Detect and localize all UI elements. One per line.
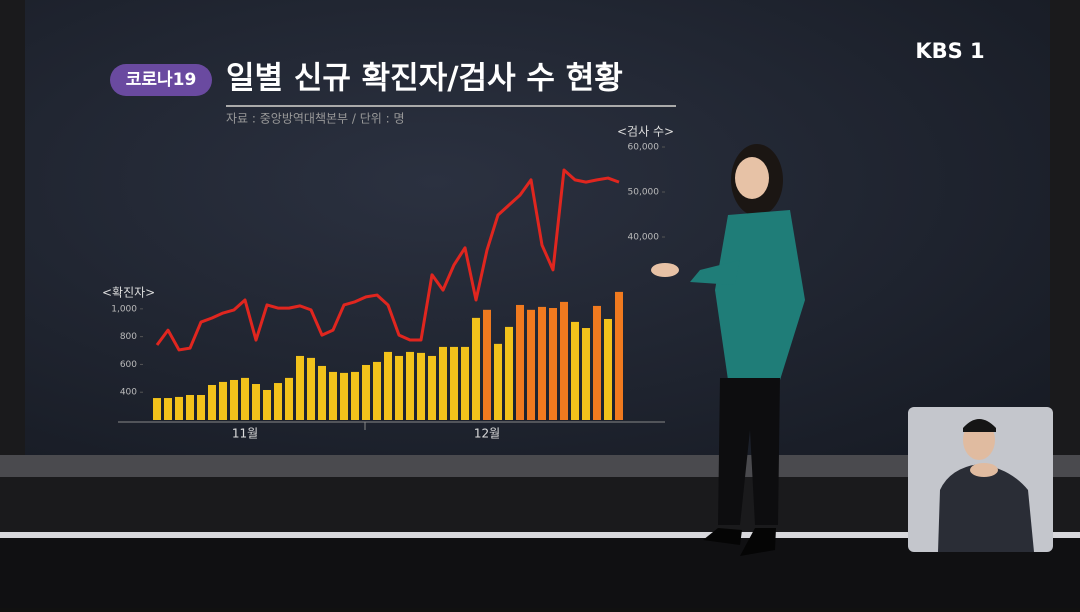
bar bbox=[505, 326, 513, 420]
bar bbox=[439, 346, 447, 420]
bar bbox=[164, 398, 172, 420]
bar bbox=[560, 301, 568, 420]
bar bbox=[351, 371, 359, 420]
bar bbox=[263, 389, 271, 420]
line bbox=[155, 168, 620, 352]
bar bbox=[186, 394, 194, 420]
bar bbox=[472, 317, 480, 420]
chart-subtitle: 자료 : 중앙방역대책본부 / 단위 : 명 bbox=[226, 111, 405, 126]
y2-tick-label: 50,000 bbox=[628, 188, 660, 198]
bar bbox=[483, 309, 491, 420]
bar bbox=[406, 351, 414, 420]
bar bbox=[208, 384, 216, 420]
y2-tick-label: 40,000 bbox=[628, 233, 660, 243]
bar bbox=[252, 384, 260, 420]
bar bbox=[340, 372, 348, 420]
floor-line bbox=[0, 532, 1080, 538]
floor bbox=[0, 538, 1080, 608]
bar bbox=[219, 381, 227, 420]
bar bbox=[549, 308, 557, 420]
x-tick-label: 11월 bbox=[232, 427, 258, 441]
y-tick-label: 800 bbox=[120, 332, 137, 342]
bar bbox=[461, 346, 469, 420]
y-tick-label: 1,000 bbox=[111, 304, 137, 314]
bar bbox=[362, 364, 370, 420]
y-tick-label: 600 bbox=[120, 360, 137, 370]
bar bbox=[153, 398, 161, 420]
bar bbox=[450, 346, 458, 420]
bar bbox=[494, 343, 502, 420]
bar bbox=[604, 318, 612, 420]
bar bbox=[527, 309, 535, 420]
ledge bbox=[0, 455, 1080, 477]
plot: 400 600 800 1,000 40,000 50,000 60,000 11월 12월 bbox=[111, 143, 665, 441]
bar bbox=[241, 377, 249, 420]
bar bbox=[571, 321, 579, 420]
x-tick-label: 12월 bbox=[474, 427, 500, 441]
chart-title: 일별 신규 확진자/검사 수 현황 bbox=[226, 61, 623, 97]
y2-tick-label: 60,000 bbox=[628, 143, 660, 153]
y-axis-title: <확진자> bbox=[102, 286, 155, 300]
bar bbox=[395, 355, 403, 420]
bar bbox=[307, 357, 315, 420]
bar bbox=[538, 306, 546, 420]
bar bbox=[230, 379, 238, 420]
bar bbox=[384, 351, 392, 420]
bar bbox=[593, 305, 601, 420]
bar bbox=[516, 304, 524, 420]
bar bbox=[428, 355, 436, 420]
bar bbox=[285, 377, 293, 420]
badge-bg bbox=[110, 64, 212, 96]
bar bbox=[296, 355, 304, 420]
bar bbox=[373, 361, 381, 420]
bar bbox=[417, 352, 425, 420]
sign-interpreter bbox=[908, 407, 1053, 552]
bar bbox=[274, 383, 282, 420]
bar bbox=[318, 365, 326, 420]
badge: 코로나19 bbox=[126, 70, 197, 90]
presenter bbox=[651, 144, 805, 556]
bar bbox=[615, 291, 623, 420]
bar bbox=[329, 371, 337, 420]
bar bbox=[197, 394, 205, 420]
logo: KBS 1 bbox=[915, 39, 984, 63]
y-tick-label: 400 bbox=[120, 388, 137, 398]
y2-axis-title: <검사 수> bbox=[617, 125, 674, 139]
bar bbox=[582, 328, 590, 420]
bar bbox=[175, 396, 183, 420]
